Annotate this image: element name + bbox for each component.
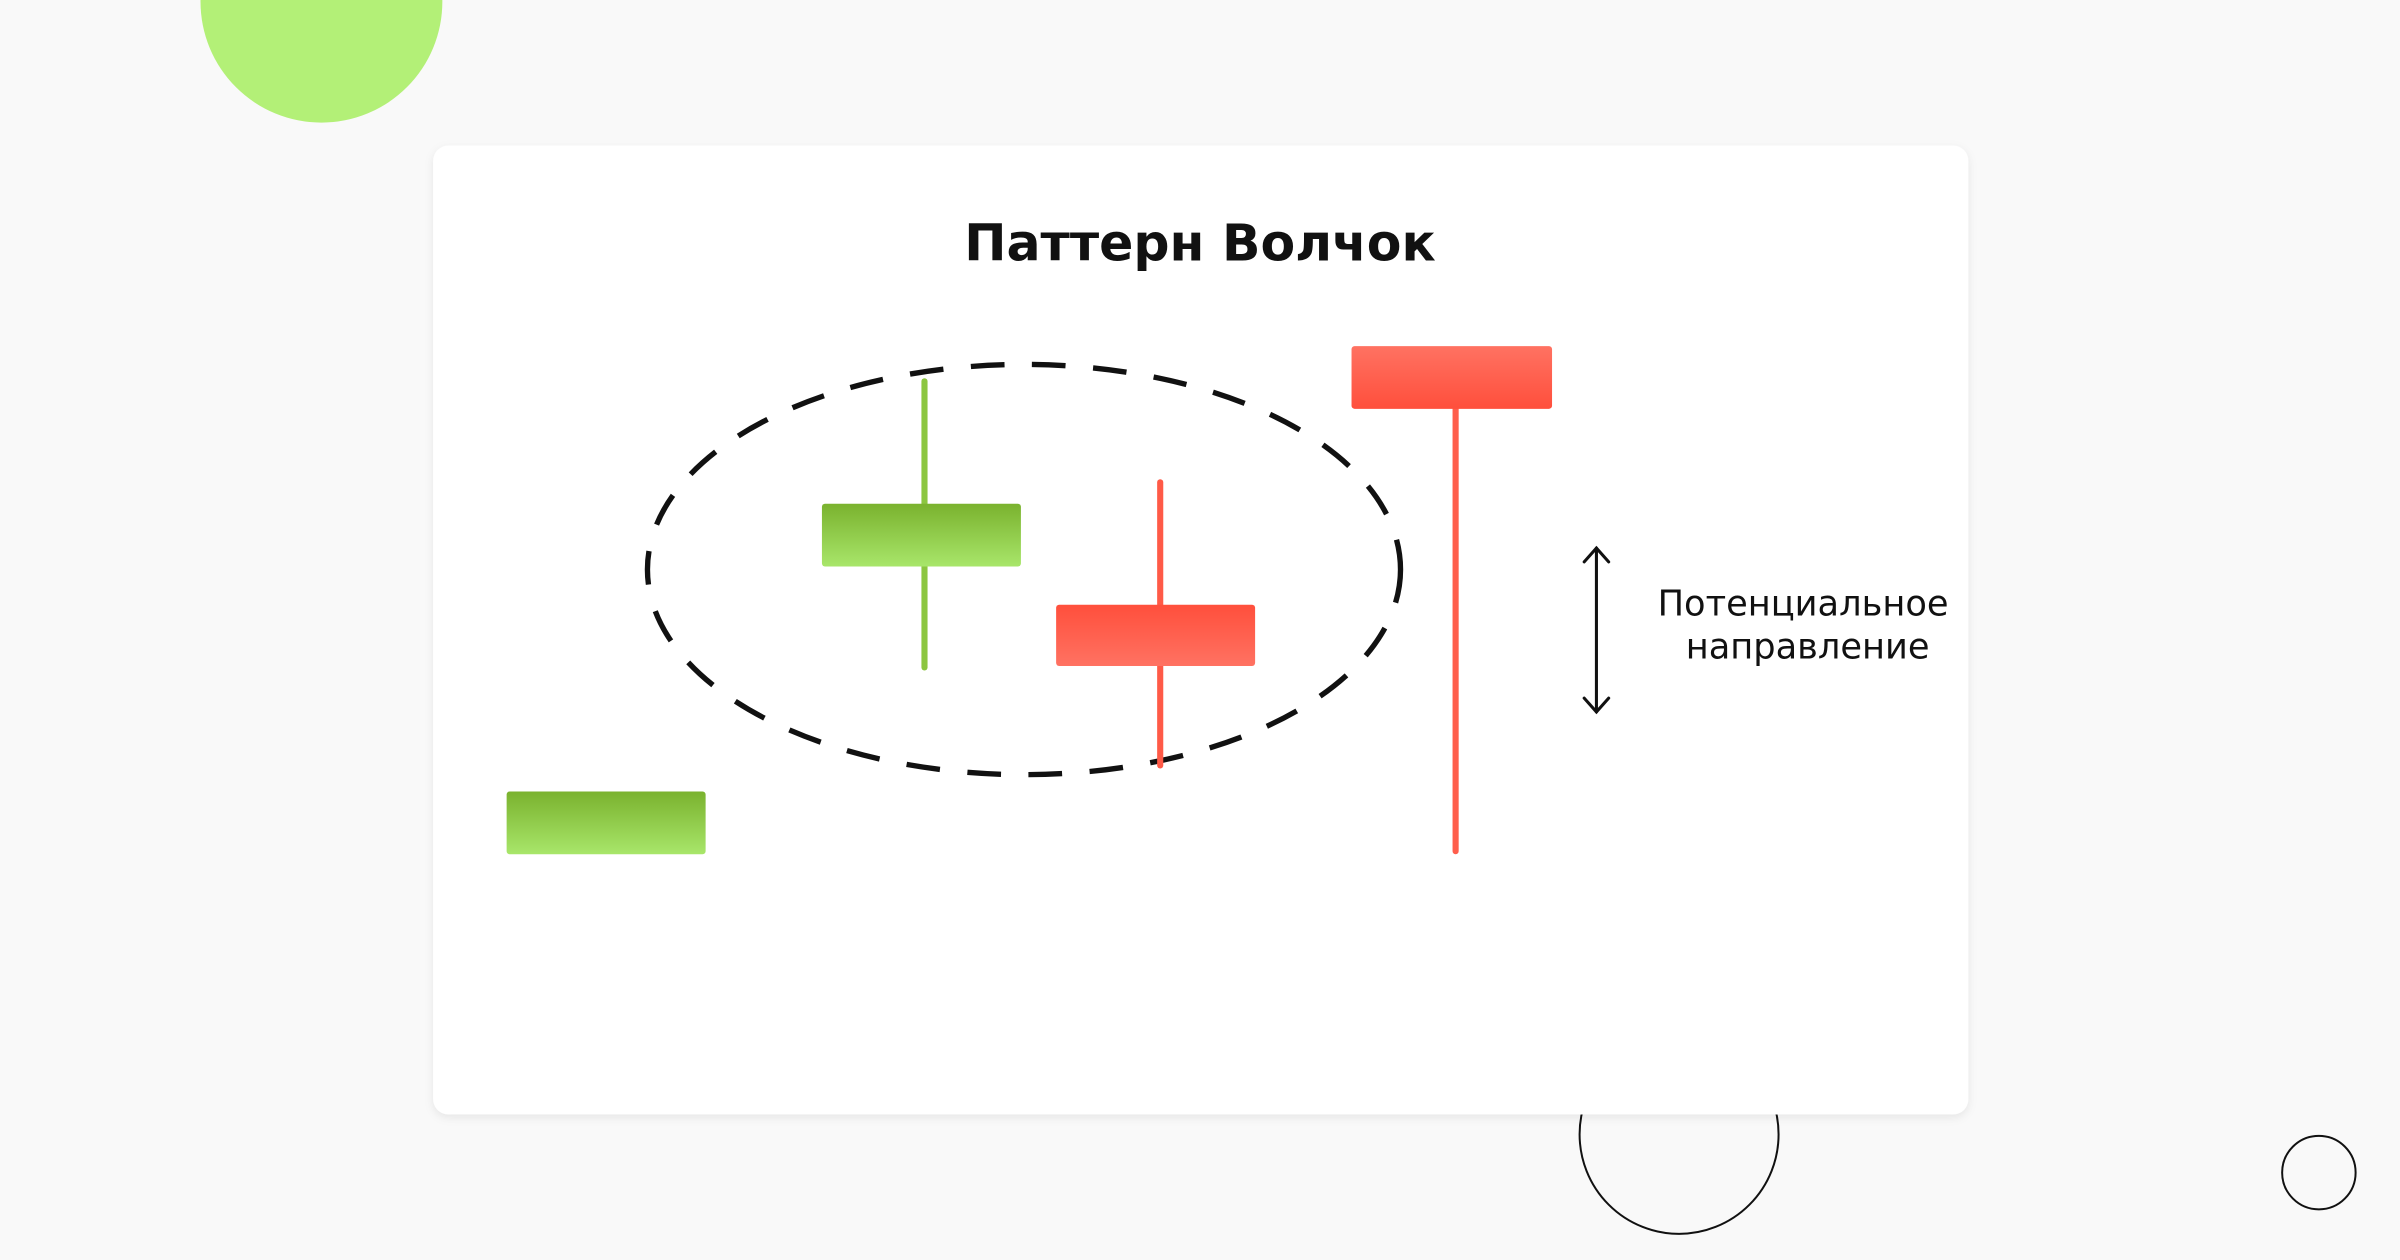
double-arrow-vertical-icon: [1582, 545, 1611, 715]
decor-circle-green: [200, 0, 443, 123]
candle-bullish-1: [506, 427, 706, 914]
annotation-line-2: направление: [1686, 626, 1930, 667]
decor-circle-outline-small: [2281, 1134, 2357, 1211]
candle-bullish-2: [821, 378, 1021, 671]
candle-bearish-4: [1351, 346, 1553, 855]
candle-bearish-3: [1056, 479, 1256, 769]
annotation-line-1: Потенциальное: [1658, 583, 1949, 624]
pattern-highlight-ellipse: [644, 361, 1404, 778]
page-title: Паттерн Волчок: [964, 213, 1436, 272]
